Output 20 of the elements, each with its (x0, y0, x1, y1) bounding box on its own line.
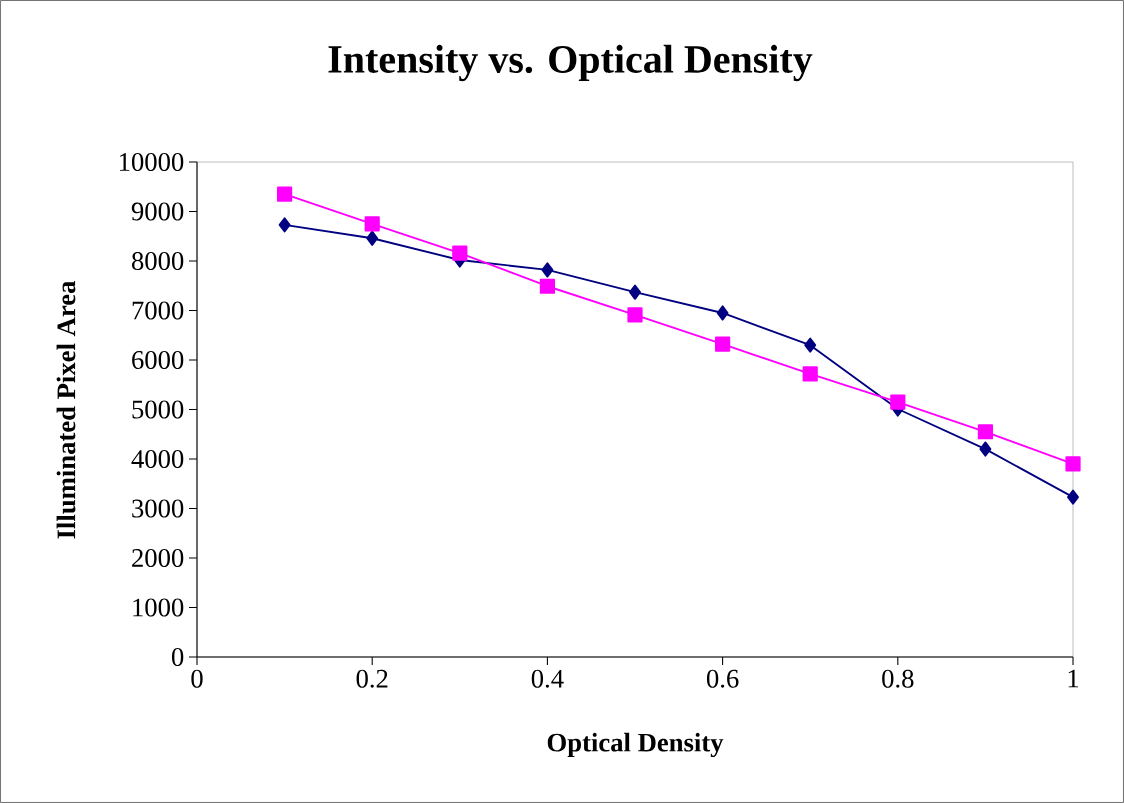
y-tick-label: 6000 (132, 351, 184, 369)
y-tick-label: 0 (171, 648, 184, 666)
x-tick-label: 0.4 (531, 669, 564, 688)
x-axis-title: Optical Density (547, 732, 724, 758)
y-tick-label: 5000 (132, 400, 184, 419)
x-tick-label: 0.8 (882, 669, 914, 688)
y-tick-label: 4000 (131, 450, 184, 468)
x-tick-label: 0.6 (706, 669, 739, 688)
x-tick-label: 1 (1068, 669, 1079, 688)
y-axis-title: Illuminated Pixel Area (56, 281, 76, 539)
x-tick-label: 0.2 (356, 669, 388, 688)
y-tick-label: 10000 (119, 153, 184, 171)
x-tick-label: 0 (191, 669, 203, 688)
y-tick-label: 2000 (132, 549, 184, 567)
y-tick-label: 1000 (133, 598, 184, 617)
y-tick-label: 3000 (132, 499, 184, 518)
y-tick-label: 7000 (132, 301, 184, 320)
y-tick-label: 9000 (131, 202, 184, 221)
chart-title: Intensity vs. Optical Density (328, 44, 813, 82)
y-tick-label: 8000 (131, 252, 184, 270)
